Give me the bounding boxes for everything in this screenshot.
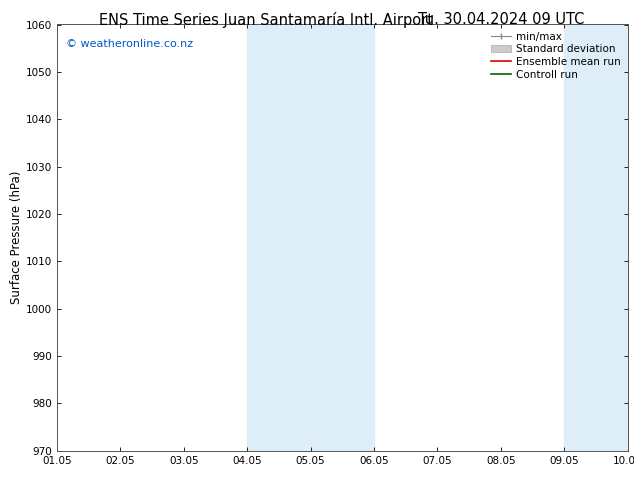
Text: Tu. 30.04.2024 09 UTC: Tu. 30.04.2024 09 UTC — [418, 12, 584, 27]
Bar — [247, 24, 374, 451]
Bar — [564, 24, 634, 451]
Legend: min/max, Standard deviation, Ensemble mean run, Controll run: min/max, Standard deviation, Ensemble me… — [489, 30, 623, 82]
Text: © weatheronline.co.nz: © weatheronline.co.nz — [66, 39, 193, 49]
Y-axis label: Surface Pressure (hPa): Surface Pressure (hPa) — [10, 171, 23, 304]
Text: ENS Time Series Juan Santamaría Intl. Airport: ENS Time Series Juan Santamaría Intl. Ai… — [100, 12, 433, 28]
